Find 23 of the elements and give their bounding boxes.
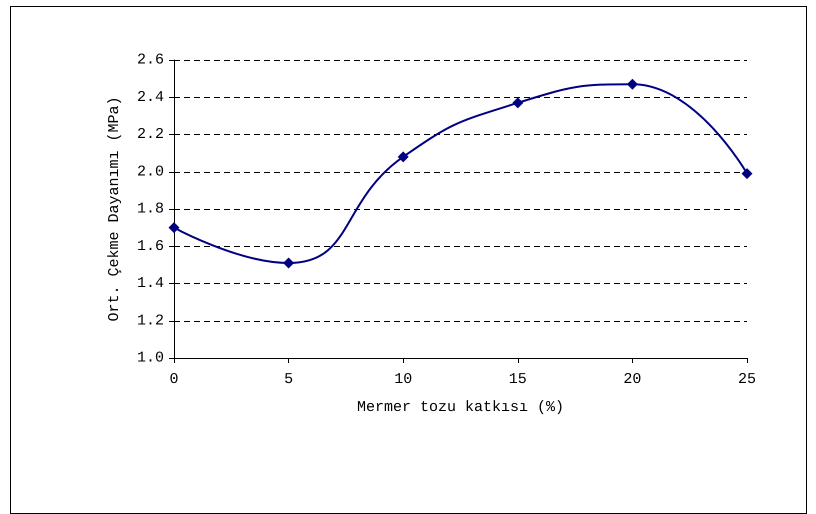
x-tick-label: 0 [169, 371, 179, 388]
y-tick-label: 2.2 [136, 126, 164, 143]
point [742, 168, 752, 180]
y-axis-title: Ort. Çekme Dayanımı (MPa) [106, 96, 123, 322]
point [398, 151, 409, 162]
y-tick-label: 1.8 [136, 200, 164, 218]
y-tick-label: 1.0 [136, 350, 164, 366]
point [168, 222, 180, 234]
y-tick-label: 1.2 [136, 312, 164, 330]
y-tick-label: 2.4 [136, 88, 164, 106]
point [626, 78, 638, 90]
y-tick-label: 1.4 [136, 275, 164, 292]
x-tick-label: 20 [623, 371, 642, 388]
point [512, 97, 524, 108]
y-tick-label: 1.6 [136, 238, 164, 255]
y-tick-label: 2.0 [136, 163, 164, 180]
x-tick-label: 10 [394, 371, 412, 388]
y-tick-label: 2.6 [136, 52, 164, 68]
x-tick-label: 5 [284, 371, 294, 388]
x-tick-label: 25 [738, 371, 756, 388]
point [283, 258, 294, 269]
x-tick-label: 15 [508, 371, 527, 388]
x-axis-title: Mermer tozu katkısı (%) [356, 399, 564, 416]
